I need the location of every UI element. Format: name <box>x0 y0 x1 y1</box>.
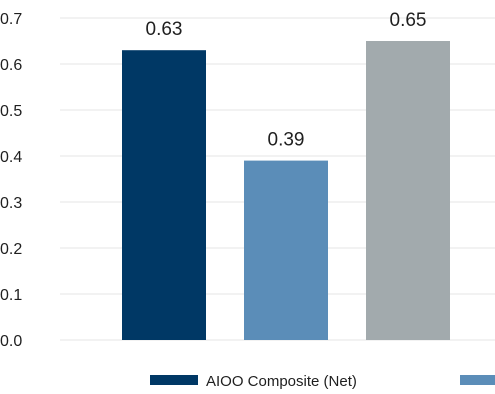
bar <box>244 160 328 340</box>
y-axis-tick-labels: 0.0 0.1 0.2 0.3 0.4 0.5 0.6 0.7 <box>0 11 22 350</box>
y-tick-label: 0.7 <box>0 11 22 28</box>
y-tick-label: 0.6 <box>0 57 22 74</box>
legend-swatch <box>150 375 198 385</box>
y-tick-label: 0.4 <box>0 149 22 166</box>
bar <box>366 41 450 340</box>
y-tick-label: 0.0 <box>0 333 22 350</box>
y-tick-label: 0.1 <box>0 287 22 304</box>
y-tick-label: 0.3 <box>0 195 22 212</box>
legend-swatch <box>460 375 495 385</box>
data-label: 0.63 <box>146 19 183 40</box>
bars <box>122 41 450 340</box>
data-labels: 0.63 0.39 0.65 <box>146 10 427 151</box>
legend: AIOO Composite (Net) <box>150 373 495 390</box>
y-tick-label: 0.5 <box>0 103 22 120</box>
y-tick-label: 0.2 <box>0 241 22 258</box>
bar <box>122 50 206 340</box>
legend-label: AIOO Composite (Net) <box>206 373 357 390</box>
data-label: 0.65 <box>390 10 427 31</box>
data-label: 0.39 <box>268 130 305 151</box>
